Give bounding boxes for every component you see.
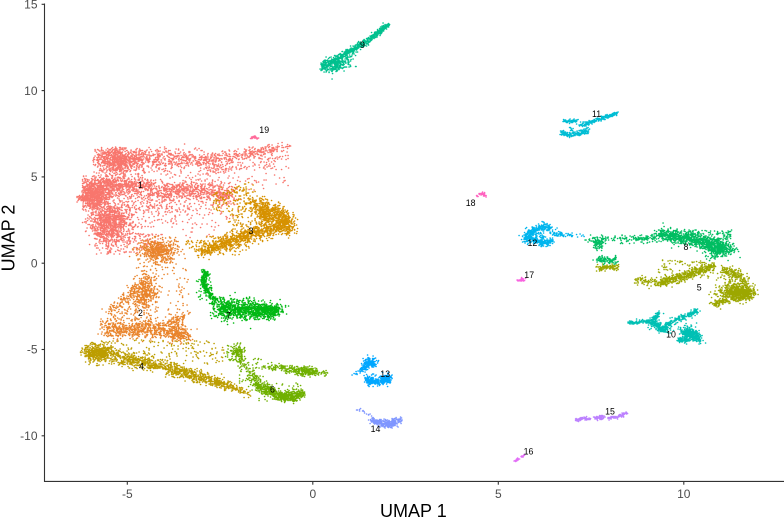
svg-text:0: 0 — [31, 256, 38, 270]
svg-text:10: 10 — [677, 487, 691, 501]
svg-text:7: 7 — [226, 311, 231, 321]
svg-text:8: 8 — [684, 242, 689, 252]
svg-text:5: 5 — [697, 282, 702, 292]
svg-text:UMAP 2: UMAP 2 — [0, 205, 19, 272]
svg-text:9: 9 — [360, 40, 365, 50]
svg-text:10: 10 — [666, 330, 676, 340]
svg-text:UMAP 1: UMAP 1 — [380, 501, 447, 518]
svg-text:11: 11 — [592, 109, 601, 119]
svg-text:0: 0 — [309, 487, 316, 501]
svg-text:15: 15 — [24, 0, 38, 12]
svg-text:5: 5 — [495, 487, 502, 501]
svg-text:1: 1 — [138, 180, 143, 190]
svg-text:6: 6 — [270, 385, 275, 395]
svg-text:17: 17 — [524, 270, 534, 280]
svg-text:16: 16 — [524, 447, 534, 457]
svg-text:-10: -10 — [20, 429, 38, 443]
svg-text:13: 13 — [380, 369, 390, 379]
svg-text:19: 19 — [259, 125, 269, 135]
svg-text:2: 2 — [138, 308, 143, 318]
svg-text:3: 3 — [249, 226, 254, 236]
svg-text:4: 4 — [139, 361, 144, 371]
svg-text:-5: -5 — [27, 343, 38, 357]
svg-text:14: 14 — [371, 424, 381, 434]
svg-text:12: 12 — [528, 238, 538, 248]
svg-text:-5: -5 — [122, 487, 133, 501]
svg-text:10: 10 — [24, 84, 38, 98]
svg-text:18: 18 — [466, 198, 476, 208]
svg-text:15: 15 — [605, 406, 615, 416]
svg-text:5: 5 — [31, 170, 38, 184]
